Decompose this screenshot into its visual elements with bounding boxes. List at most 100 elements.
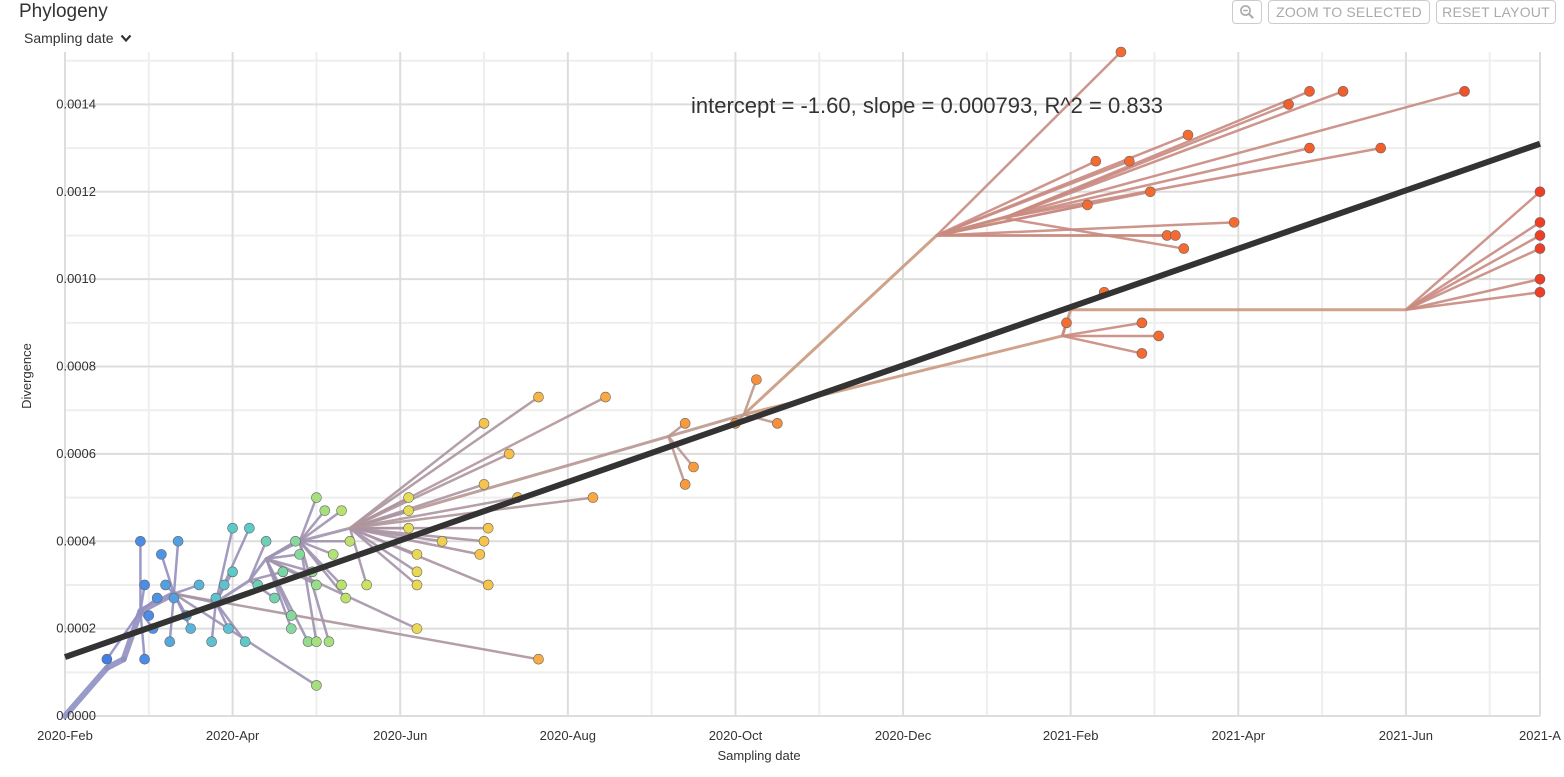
tree-branch bbox=[349, 527, 418, 573]
tip-node[interactable] bbox=[218, 579, 230, 591]
tip-node[interactable] bbox=[139, 653, 150, 665]
tip-node[interactable] bbox=[244, 522, 255, 534]
tip-node[interactable] bbox=[1061, 317, 1072, 329]
tip-node[interactable] bbox=[336, 505, 347, 516]
tree-branch bbox=[936, 190, 1151, 237]
tip-node[interactable] bbox=[403, 522, 414, 534]
tip-node[interactable] bbox=[1144, 186, 1156, 198]
tip-node[interactable] bbox=[101, 653, 113, 665]
tip-node[interactable] bbox=[340, 592, 352, 604]
tip-node[interactable] bbox=[411, 549, 423, 560]
tip-node[interactable] bbox=[533, 391, 544, 403]
tip-node[interactable] bbox=[1124, 155, 1135, 167]
tip-node[interactable] bbox=[311, 680, 322, 691]
tip-node[interactable] bbox=[151, 592, 163, 604]
tip-node[interactable] bbox=[311, 492, 322, 503]
zoom-to-selected-button[interactable]: ZOOM TO SELECTED bbox=[1268, 0, 1430, 24]
tip-node[interactable] bbox=[311, 579, 322, 591]
tip-node[interactable] bbox=[1304, 142, 1315, 154]
tip-node[interactable] bbox=[411, 623, 423, 634]
tip-node[interactable] bbox=[772, 418, 783, 429]
tip-node[interactable] bbox=[1534, 186, 1546, 198]
y-axis-ticks: 0.0000 0.0002 0.0004 0.0006 0.0008 0.0010 0.00… bbox=[56, 96, 96, 723]
tip-node[interactable] bbox=[533, 653, 544, 665]
tree-branch bbox=[298, 497, 318, 542]
layout-dropdown[interactable]: Sampling date bbox=[24, 30, 132, 46]
reset-layout-button[interactable]: RESET LAYOUT bbox=[1436, 0, 1556, 24]
tree-branch bbox=[265, 553, 300, 560]
tip-node[interactable] bbox=[143, 610, 155, 621]
tip-node[interactable] bbox=[1082, 199, 1093, 211]
tip-node[interactable] bbox=[1534, 273, 1546, 285]
tree-tips[interactable] bbox=[101, 46, 1546, 691]
tip-node[interactable] bbox=[1136, 317, 1148, 329]
tip-node[interactable] bbox=[1375, 142, 1387, 154]
tip-node[interactable] bbox=[1136, 348, 1148, 359]
tip-node[interactable] bbox=[1153, 330, 1164, 342]
tip-node[interactable] bbox=[503, 448, 515, 460]
tip-node[interactable] bbox=[482, 522, 494, 534]
tip-node[interactable] bbox=[206, 636, 217, 648]
tip-node[interactable] bbox=[294, 549, 305, 560]
tip-node[interactable] bbox=[411, 579, 423, 591]
tip-node[interactable] bbox=[587, 492, 599, 503]
tip-node[interactable] bbox=[1228, 217, 1240, 228]
tip-node[interactable] bbox=[135, 535, 146, 547]
tip-node[interactable] bbox=[688, 461, 699, 473]
tip-node[interactable] bbox=[411, 566, 423, 578]
tip-node[interactable] bbox=[227, 522, 238, 534]
tree-branch bbox=[172, 541, 180, 594]
tip-node[interactable] bbox=[1534, 243, 1546, 254]
tip-node[interactable] bbox=[478, 479, 490, 490]
tip-node[interactable] bbox=[160, 579, 171, 591]
tip-node[interactable] bbox=[164, 636, 176, 648]
tip-node[interactable] bbox=[344, 535, 356, 547]
tip-node[interactable] bbox=[239, 636, 251, 648]
tip-node[interactable] bbox=[1283, 99, 1294, 110]
tip-node[interactable] bbox=[751, 374, 762, 385]
tip-node[interactable] bbox=[600, 391, 611, 403]
tip-node[interactable] bbox=[436, 535, 448, 547]
tip-node[interactable] bbox=[193, 579, 205, 591]
tip-node[interactable] bbox=[1304, 86, 1315, 97]
tip-node[interactable] bbox=[227, 566, 238, 578]
tip-node[interactable] bbox=[269, 592, 280, 604]
tip-node[interactable] bbox=[1178, 243, 1190, 254]
tip-node[interactable] bbox=[1170, 230, 1181, 241]
tip-node[interactable] bbox=[1459, 86, 1470, 97]
tip-node[interactable] bbox=[323, 636, 335, 648]
tip-node[interactable] bbox=[403, 505, 414, 516]
tip-node[interactable] bbox=[172, 535, 184, 547]
tip-node[interactable] bbox=[1534, 217, 1546, 228]
tip-node[interactable] bbox=[285, 610, 297, 621]
tip-node[interactable] bbox=[1337, 86, 1349, 97]
tip-node[interactable] bbox=[168, 592, 180, 604]
tip-node[interactable] bbox=[156, 549, 167, 560]
tip-node[interactable] bbox=[290, 535, 301, 547]
zoom-out-button[interactable] bbox=[1232, 0, 1262, 24]
tip-node[interactable] bbox=[478, 535, 490, 547]
tip-node[interactable] bbox=[1534, 286, 1546, 298]
tip-node[interactable] bbox=[311, 636, 322, 648]
tip-node[interactable] bbox=[260, 535, 272, 547]
tip-node[interactable] bbox=[319, 505, 331, 516]
tip-node[interactable] bbox=[403, 492, 414, 503]
tip-node[interactable] bbox=[277, 566, 289, 578]
tip-node[interactable] bbox=[336, 579, 347, 591]
tip-node[interactable] bbox=[474, 549, 486, 560]
tip-node[interactable] bbox=[361, 579, 373, 591]
tip-node[interactable] bbox=[139, 579, 150, 591]
tip-node[interactable] bbox=[679, 479, 691, 490]
tip-node[interactable] bbox=[1534, 230, 1546, 241]
tip-node[interactable] bbox=[285, 623, 297, 634]
tip-node[interactable] bbox=[1090, 155, 1102, 167]
tip-node[interactable] bbox=[679, 418, 691, 429]
tip-node[interactable] bbox=[223, 623, 234, 634]
tip-node[interactable] bbox=[185, 623, 197, 634]
tip-node[interactable] bbox=[478, 418, 490, 429]
tip-node[interactable] bbox=[1115, 46, 1127, 58]
tip-node[interactable] bbox=[1182, 129, 1194, 141]
tip-node[interactable] bbox=[327, 549, 339, 560]
tip-node[interactable] bbox=[482, 579, 494, 591]
